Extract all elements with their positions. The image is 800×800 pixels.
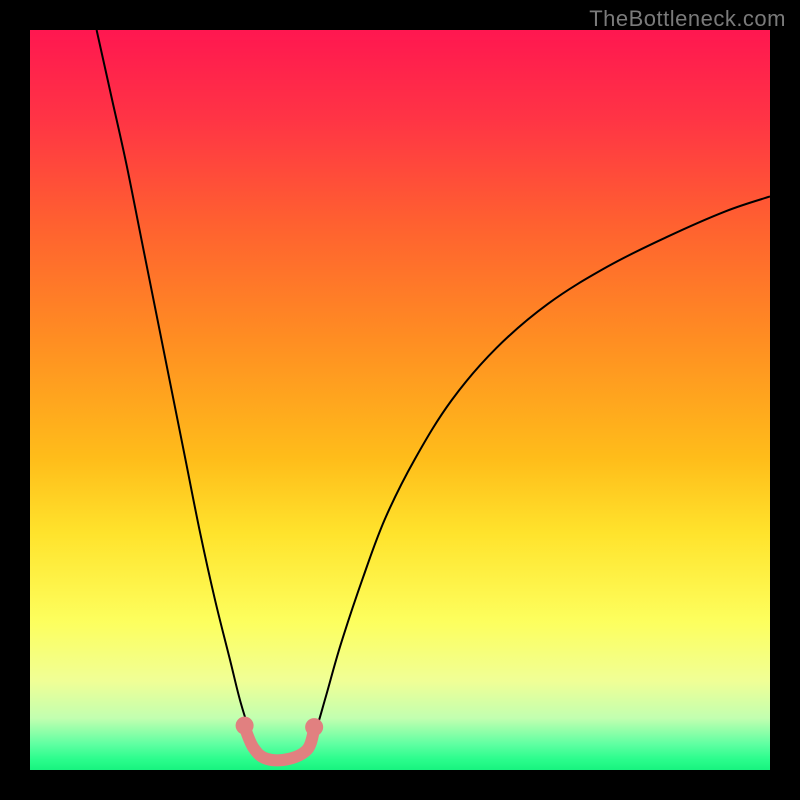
plot-area xyxy=(30,30,770,770)
chart-svg xyxy=(30,30,770,770)
chart-background xyxy=(30,30,770,770)
watermark: TheBottleneck.com xyxy=(589,6,786,32)
